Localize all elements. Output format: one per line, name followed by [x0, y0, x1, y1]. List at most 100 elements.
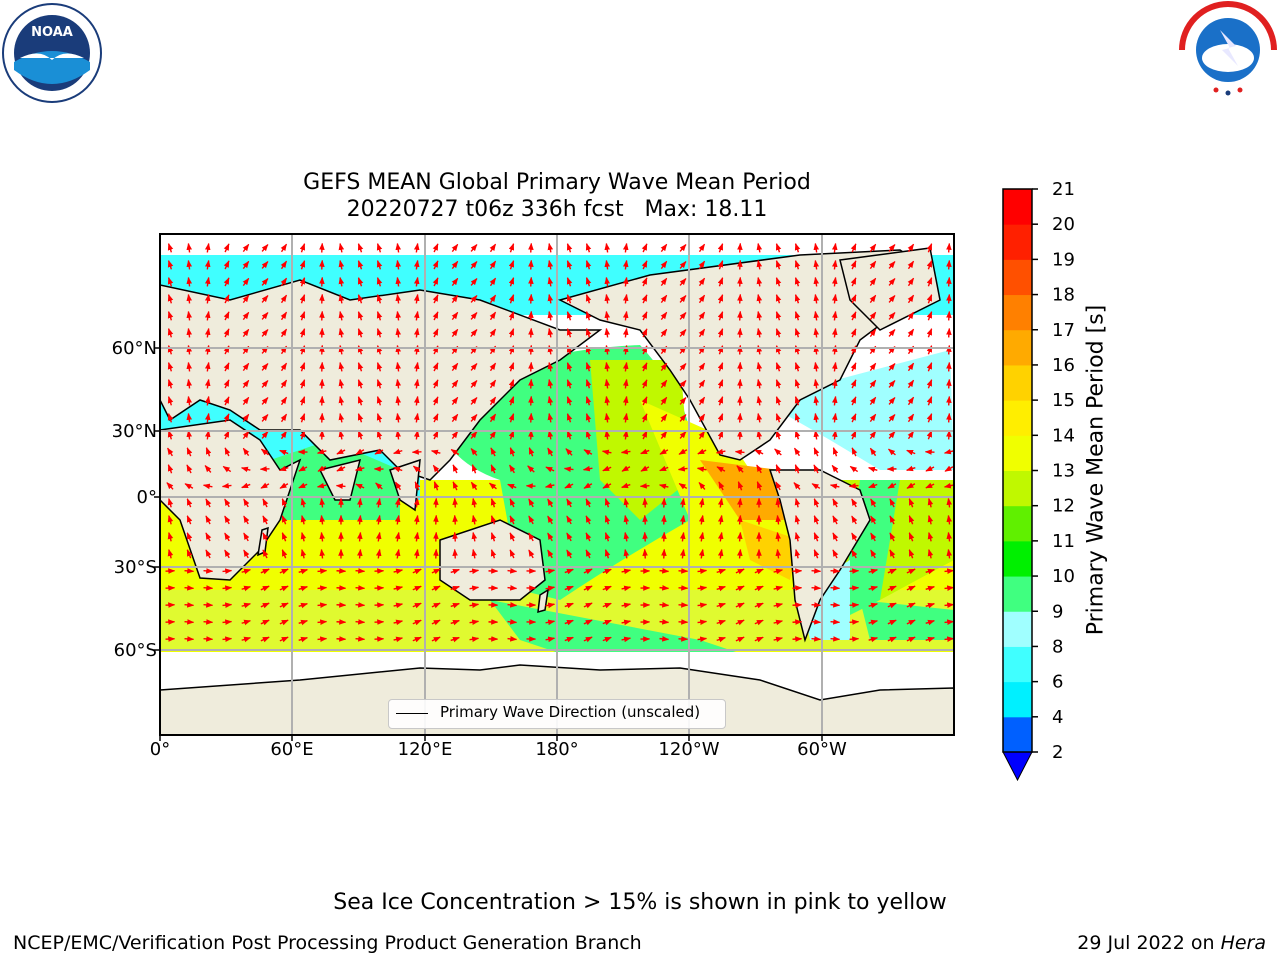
wave-arrow — [832, 515, 839, 525]
wave-arrow — [585, 243, 592, 253]
wave-arrow — [357, 277, 364, 287]
wave-arrow — [813, 378, 820, 389]
wave-arrow — [849, 636, 860, 642]
wave-arrow — [604, 515, 611, 525]
wave-arrow — [242, 379, 250, 389]
wave-arrow — [260, 602, 270, 609]
wave-arrow — [451, 277, 459, 287]
wave-arrow — [775, 362, 782, 372]
wave-arrow — [946, 259, 952, 270]
wave-arrow — [355, 483, 365, 490]
wave-arrow — [926, 243, 933, 253]
wave-arrow — [469, 585, 480, 592]
wave-arrow — [565, 448, 573, 456]
wave-arrow — [907, 430, 915, 440]
wave-arrow — [660, 243, 668, 253]
wave-arrow — [528, 242, 534, 253]
wave-arrow — [393, 448, 403, 455]
wave-arrow — [528, 327, 534, 338]
wave-arrow — [641, 260, 648, 270]
wave-arrow — [716, 568, 726, 575]
wave-arrow — [222, 585, 233, 591]
wave-arrow — [336, 465, 346, 472]
wave-arrow — [450, 585, 460, 592]
wave-arrow — [243, 549, 250, 559]
wave-arrow — [736, 465, 744, 473]
wave-arrow — [679, 329, 687, 337]
wave-arrow — [850, 396, 857, 406]
wave-arrow — [280, 311, 288, 321]
wave-arrow — [641, 277, 648, 287]
wave-arrow — [698, 413, 706, 423]
wave-arrow — [375, 482, 383, 490]
wave-arrow — [697, 602, 708, 609]
wave-arrow — [623, 497, 630, 508]
wave-arrow — [737, 361, 743, 372]
wave-arrow — [621, 465, 631, 472]
wave-arrow — [413, 514, 420, 525]
colorbar-band — [1003, 329, 1032, 366]
wave-arrow — [451, 396, 459, 406]
wave-arrow — [167, 362, 174, 372]
wave-arrow — [432, 396, 439, 406]
wave-arrow — [737, 481, 744, 491]
wave-arrow — [299, 277, 306, 287]
wave-arrow — [697, 619, 708, 626]
wave-arrow — [261, 380, 269, 388]
wave-arrow — [813, 395, 820, 406]
wave-arrow — [887, 448, 896, 456]
wave-arrow — [298, 619, 308, 626]
wave-arrow — [167, 396, 174, 406]
wave-arrow — [316, 482, 327, 489]
wave-arrow — [641, 413, 648, 423]
wave-arrow — [698, 497, 705, 508]
wave-arrow — [376, 311, 383, 321]
wave-arrow — [395, 395, 402, 406]
wave-arrow — [642, 531, 648, 542]
wave-arrow — [621, 602, 632, 609]
wave-arrow — [868, 482, 878, 489]
wave-arrow — [829, 483, 840, 490]
lat-label-30s: 30°S — [114, 557, 157, 578]
wave-arrow — [889, 532, 896, 542]
wave-arrow — [376, 294, 383, 304]
wave-arrow — [184, 585, 195, 591]
wave-arrow — [316, 448, 327, 455]
wave-arrow — [622, 412, 629, 423]
wave-arrow — [547, 259, 554, 270]
wave-arrow — [698, 548, 705, 559]
wave-arrow — [281, 498, 288, 508]
wave-arrow — [298, 482, 308, 489]
colorbar-band — [1003, 646, 1032, 683]
wave-arrow — [868, 602, 879, 609]
wave-arrow — [717, 531, 724, 542]
wave-arrow — [717, 260, 724, 270]
wave-arrow — [716, 585, 726, 592]
wave-arrow — [338, 310, 345, 321]
wave-arrow — [261, 244, 269, 252]
wave-arrow — [622, 378, 629, 389]
wave-arrow — [660, 294, 668, 304]
wave-arrow — [544, 482, 555, 489]
wave-arrow — [604, 395, 611, 406]
wave-arrow — [604, 361, 611, 372]
wave-arrow — [547, 532, 554, 542]
wave-arrow — [223, 311, 230, 321]
wave-arrow — [794, 243, 801, 253]
wave-arrow — [851, 498, 858, 508]
wave-arrow — [737, 378, 743, 389]
wave-arrow — [452, 548, 458, 559]
wave-arrow — [376, 260, 383, 270]
wave-arrow — [698, 531, 705, 542]
wave-arrow — [830, 636, 841, 642]
wave-arrow — [908, 532, 915, 542]
wave-arrow — [167, 311, 174, 321]
wave-arrow — [851, 447, 858, 457]
wave-arrow — [717, 514, 724, 525]
wave-arrow — [698, 277, 706, 287]
wave-arrow — [756, 327, 763, 338]
wave-arrow — [794, 548, 801, 559]
wave-arrow — [203, 602, 214, 608]
wave-arrow — [204, 259, 211, 270]
colorbar-tick-label: 9 — [1052, 601, 1063, 622]
